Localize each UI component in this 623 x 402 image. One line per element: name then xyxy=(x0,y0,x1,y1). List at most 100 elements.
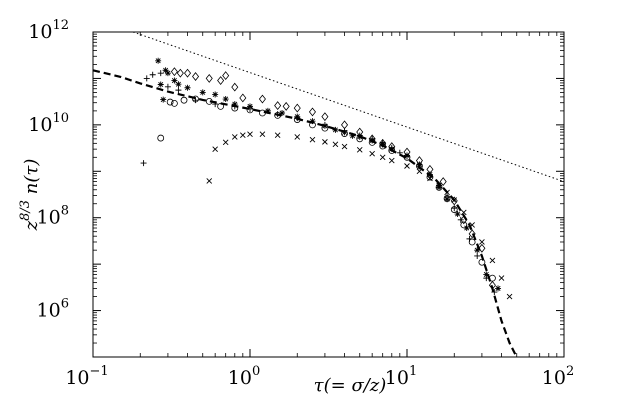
data-point-diamond xyxy=(415,156,423,166)
data-point-diamond xyxy=(282,101,290,111)
fit-curves xyxy=(92,31,565,358)
data-point-diamond xyxy=(426,164,434,174)
data-point-cross xyxy=(369,150,375,157)
data-point-asterisk xyxy=(160,96,167,103)
data-point-plus xyxy=(474,252,481,259)
data-point-diamond xyxy=(192,72,200,81)
data-point-asterisk xyxy=(212,91,219,98)
data-point-asterisk xyxy=(474,247,481,254)
data-point-cross xyxy=(498,275,505,281)
y-tick-label: 1010 xyxy=(28,111,69,136)
data-point-cross xyxy=(506,293,513,300)
data-point-circle xyxy=(388,147,396,154)
data-point-cross xyxy=(388,157,395,164)
data-point-diamond xyxy=(258,94,266,104)
data-point-cross xyxy=(247,131,253,137)
data-point-circle xyxy=(356,135,364,143)
y-axis-label: z8/3 n(τ) xyxy=(18,159,42,232)
data-point-diamond xyxy=(239,93,247,103)
data-point-plus xyxy=(143,75,150,82)
data-point-diamond xyxy=(170,67,178,77)
slope-line-dotted xyxy=(132,31,565,183)
data-point-diamond xyxy=(176,68,184,78)
data-point-diamond xyxy=(231,82,239,92)
y-tick-label: 106 xyxy=(37,297,69,322)
data-point-plus xyxy=(140,160,147,167)
data-point-asterisk xyxy=(171,77,178,84)
data-point-diamond xyxy=(274,101,282,111)
data-point-circle xyxy=(460,221,468,229)
data-point-cross xyxy=(404,163,410,169)
data-point-cross xyxy=(379,154,386,161)
data-point-diamond xyxy=(439,177,447,187)
data-point-plus xyxy=(451,205,458,212)
data-point-cross xyxy=(489,257,496,264)
x-axis-label: τ(= σ/z) xyxy=(314,375,387,396)
data-point-cross xyxy=(322,139,328,145)
data-point-diamond xyxy=(321,112,329,122)
data-point-circle xyxy=(246,106,254,114)
data-point-asterisk xyxy=(454,211,461,218)
data-point-circle xyxy=(416,162,423,170)
data-point-plus xyxy=(175,87,182,94)
data-point-circle xyxy=(171,99,178,107)
data-point-asterisk xyxy=(184,84,191,91)
data-markers xyxy=(140,57,513,300)
x-tick-label: 102 xyxy=(542,364,574,389)
data-point-cross xyxy=(294,134,301,140)
data-point-circle xyxy=(443,195,451,202)
data-point-circle xyxy=(166,98,174,106)
data-point-asterisk xyxy=(231,101,238,108)
data-point-cross xyxy=(222,139,229,146)
data-point-circle xyxy=(450,206,458,213)
data-point-circle xyxy=(217,102,225,110)
data-point-asterisk xyxy=(157,81,164,88)
data-point-circle xyxy=(192,95,199,103)
data-point-cross xyxy=(212,146,218,152)
axis-ticks xyxy=(92,31,565,358)
data-point-cross xyxy=(460,209,467,216)
data-point-asterisk xyxy=(279,110,286,117)
data-point-asterisk xyxy=(332,126,339,133)
data-point-asterisk xyxy=(349,132,356,139)
data-point-asterisk xyxy=(155,57,162,64)
data-point-asterisk xyxy=(321,122,328,129)
y-axis-label-text: z8/3 n(τ) xyxy=(18,159,42,232)
data-point-diamond xyxy=(478,243,486,253)
data-point-asterisk xyxy=(495,285,502,292)
data-point-circle xyxy=(468,238,476,246)
data-point-cross xyxy=(341,143,348,150)
data-point-cross xyxy=(309,136,316,143)
tick-labels: 10−1 100 101 102 106 108 1010 1012 xyxy=(28,18,574,389)
data-point-plus xyxy=(157,70,164,77)
data-point-asterisk xyxy=(175,81,182,88)
data-point-diamond xyxy=(368,134,376,144)
data-point-cross xyxy=(274,132,281,138)
data-point-cross xyxy=(332,141,339,148)
data-point-diamond xyxy=(222,71,230,81)
data-point-diamond xyxy=(468,229,476,239)
data-point-asterisk xyxy=(436,184,443,191)
y-tick-label: 108 xyxy=(37,204,69,229)
data-point-asterisk xyxy=(164,70,171,77)
data-point-diamond xyxy=(217,76,225,85)
data-point-cross xyxy=(231,134,238,140)
data-point-asterisk xyxy=(483,271,490,278)
data-point-circle xyxy=(157,134,165,142)
data-point-circle xyxy=(341,130,348,137)
x-tick-label: 101 xyxy=(385,364,417,389)
data-point-diamond xyxy=(184,68,192,78)
data-point-cross xyxy=(206,178,213,184)
data-point-circle xyxy=(180,96,188,104)
data-point-plus xyxy=(164,83,171,90)
x-tick-label: 100 xyxy=(228,364,260,389)
data-point-asterisk xyxy=(199,89,206,96)
fit-curve-dashed xyxy=(92,69,518,358)
data-point-cross xyxy=(479,239,485,245)
data-point-asterisk xyxy=(162,67,169,74)
data-point-diamond xyxy=(308,107,316,117)
y-tick-label: 1012 xyxy=(28,18,69,43)
plot-frame xyxy=(92,31,565,358)
data-point-plus xyxy=(149,71,156,78)
data-point-asterisk xyxy=(309,118,316,125)
